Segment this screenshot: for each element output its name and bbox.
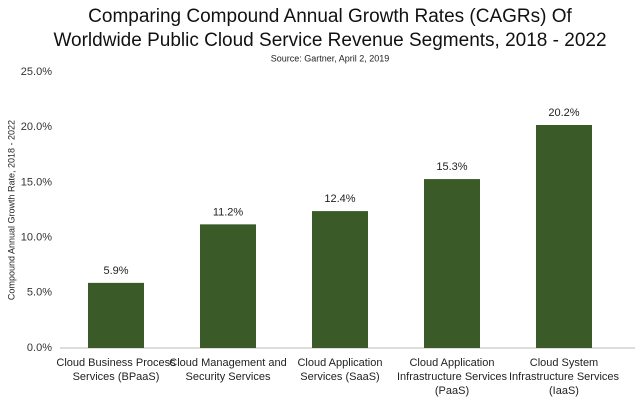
bar [312, 211, 368, 348]
y-tick-label: 0.0% [27, 342, 52, 354]
x-tick-label: Infrastructure Services [397, 371, 508, 383]
value-label: 5.9% [103, 265, 128, 277]
y-tick-label: 25.0% [21, 66, 52, 78]
y-tick-label: 10.0% [21, 232, 52, 244]
x-tick-label: Services (SaaS) [300, 371, 379, 383]
x-tick-label: Cloud Business Process [56, 357, 176, 369]
bar [424, 179, 480, 348]
x-tick-label: Cloud Management and [169, 357, 286, 369]
y-tick-label: 15.0% [21, 176, 52, 188]
x-tick-label: Cloud Application [409, 357, 494, 369]
x-tick-label: (PaaS) [435, 385, 469, 397]
value-label: 20.2% [548, 107, 579, 119]
x-tick-label: Security Services [186, 371, 271, 383]
chart-title: Worldwide Public Cloud Service Revenue S… [53, 30, 606, 51]
value-label: 15.3% [436, 161, 467, 173]
bar [536, 124, 592, 348]
value-label: 12.4% [324, 193, 355, 205]
bar [88, 282, 144, 348]
x-tick-label: Services (BPaaS) [73, 371, 160, 383]
value-label: 11.2% [213, 206, 244, 218]
y-axis-label: Compound Annual Growth Rate, 2018 - 2022 [6, 120, 16, 300]
x-tick-label: (IaaS) [549, 385, 579, 397]
x-tick-label: Infrastructure Services [509, 371, 620, 383]
y-tick-label: 20.0% [21, 121, 52, 133]
y-tick-label: 5.0% [27, 287, 52, 299]
bar [200, 224, 256, 348]
x-tick-label: Cloud System [530, 357, 598, 369]
chart-title: Comparing Compound Annual Growth Rates (… [88, 6, 572, 27]
chart-subtitle: Source: Gartner, April 2, 2019 [271, 53, 390, 63]
x-tick-label: Cloud Application [297, 357, 382, 369]
